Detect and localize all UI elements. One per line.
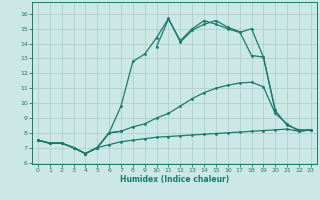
- X-axis label: Humidex (Indice chaleur): Humidex (Indice chaleur): [120, 175, 229, 184]
